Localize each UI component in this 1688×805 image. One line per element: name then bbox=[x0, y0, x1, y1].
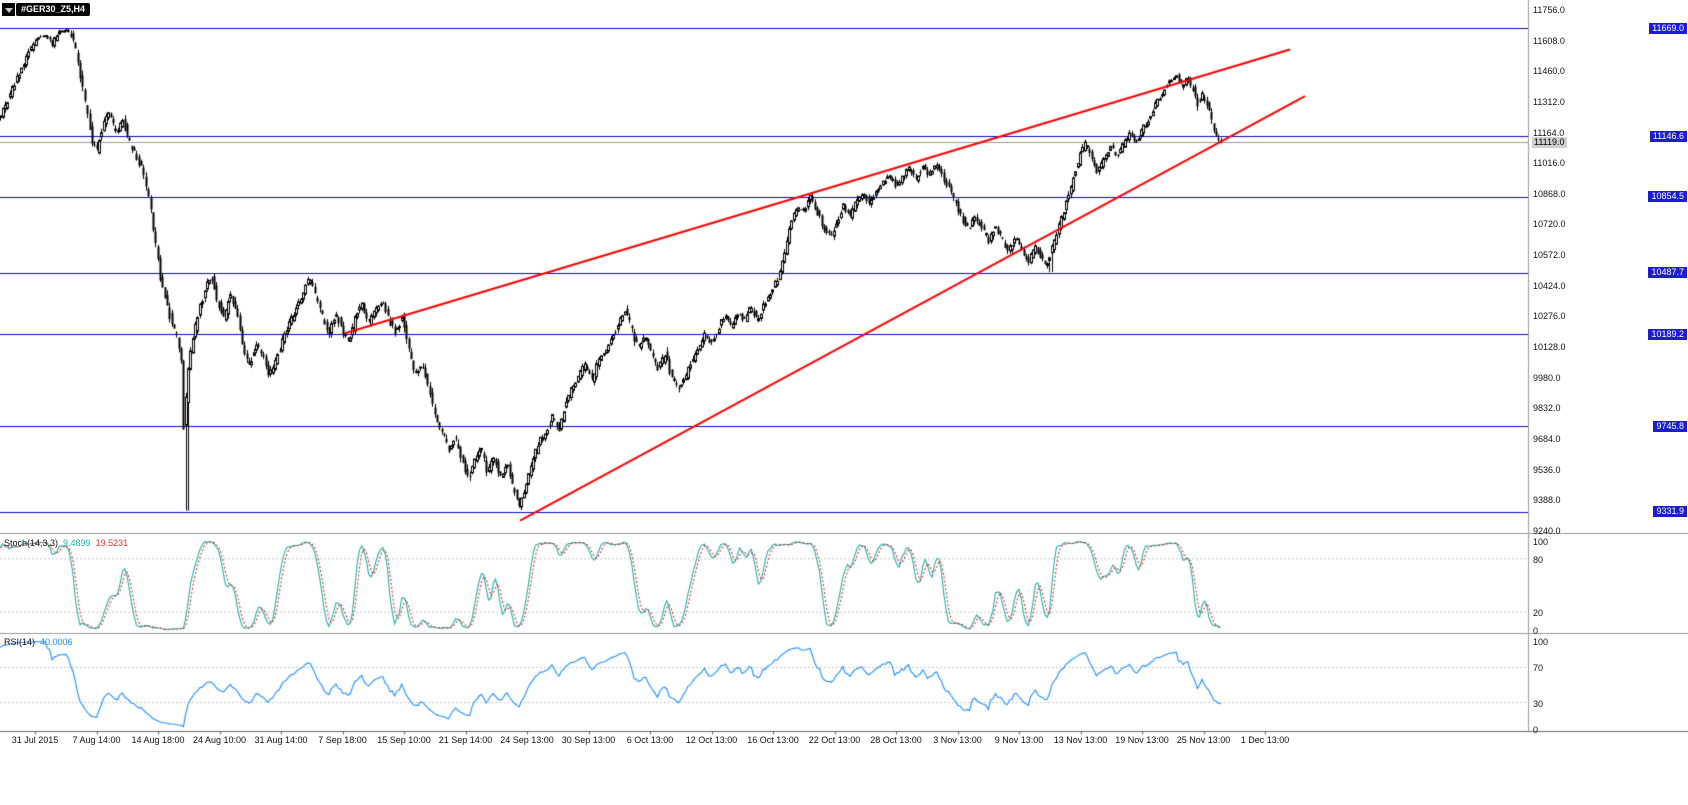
rsi-scale-label: 100 bbox=[1533, 637, 1549, 647]
price-tick-label: 9832.0 bbox=[1533, 403, 1561, 414]
price-level-badge: 11146.6 bbox=[1649, 130, 1687, 142]
price-level-badge: 11669.0 bbox=[1649, 22, 1687, 34]
time-tick-label: 7 Sep 18:00 bbox=[318, 735, 367, 745]
stoch-scale-label: 20 bbox=[1533, 608, 1544, 619]
time-tick-label: 19 Nov 13:00 bbox=[1115, 735, 1169, 745]
time-tick-label: 16 Oct 13:00 bbox=[747, 735, 799, 745]
time-tick-label: 22 Oct 13:00 bbox=[808, 735, 861, 745]
price-level-badge: 9745.8 bbox=[1653, 420, 1687, 432]
time-tick-label: 9 Nov 13:00 bbox=[994, 735, 1044, 745]
time-tick-label: 12 Oct 13:00 bbox=[685, 735, 738, 745]
stochastic-signal-value: 19.5231 bbox=[95, 538, 129, 548]
one-click-trading-toggle[interactable] bbox=[2, 3, 15, 16]
price-level-badge: 10854.5 bbox=[1648, 191, 1687, 203]
price-tick-label: 11460.0 bbox=[1533, 66, 1565, 77]
price-tick-label: 11016.0 bbox=[1533, 158, 1565, 169]
time-tick-label: 31 Aug 14:00 bbox=[254, 735, 308, 745]
stochastic-main-value: 9.4899 bbox=[63, 538, 91, 548]
time-tick-label: 31 Jul 2015 bbox=[11, 735, 59, 745]
time-tick-label: 21 Sep 14:00 bbox=[438, 735, 493, 745]
stoch-scale-label: 0 bbox=[1533, 626, 1539, 636]
time-tick-label: 24 Aug 10:00 bbox=[192, 735, 247, 745]
price-tick-label: 9240.0 bbox=[1533, 525, 1561, 536]
time-tick-label: 1 Dec 13:00 bbox=[1240, 735, 1290, 745]
time-tick-label: 25 Nov 13:00 bbox=[1176, 735, 1231, 745]
rsi-scale-label: 70 bbox=[1533, 663, 1544, 674]
price-level-badge: 9331.9 bbox=[1653, 506, 1687, 518]
price-tick-label: 10572.0 bbox=[1533, 250, 1566, 261]
price-tick-label: 10128.0 bbox=[1533, 342, 1566, 353]
stoch-scale-label: 100 bbox=[1533, 537, 1549, 547]
time-tick-label: 6 Oct 13:00 bbox=[626, 735, 674, 745]
price-tick-label: 9980.0 bbox=[1533, 372, 1561, 383]
price-tick-label: 9536.0 bbox=[1533, 464, 1561, 475]
time-tick-label: 30 Sep 13:00 bbox=[561, 735, 616, 745]
triangle-icon bbox=[4, 8, 13, 13]
time-tick-label: 3 Nov 13:00 bbox=[933, 735, 982, 745]
price-tick-label: 9684.0 bbox=[1533, 433, 1561, 444]
price-tick-label: 11312.0 bbox=[1533, 96, 1565, 107]
price-level-badge: 10487.7 bbox=[1648, 267, 1687, 279]
rsi-scale-label: 30 bbox=[1533, 698, 1544, 709]
time-tick-label: 14 Aug 18:00 bbox=[131, 735, 185, 745]
rsi-indicator-label: RSI(14) 40.0006 bbox=[4, 637, 78, 648]
price-tick-label: 11608.0 bbox=[1533, 35, 1565, 46]
price-tick-label: 9388.0 bbox=[1533, 495, 1561, 506]
time-tick-label: 24 Sep 13:00 bbox=[500, 735, 554, 745]
time-tick-label: 13 Nov 13:00 bbox=[1053, 735, 1108, 745]
stochastic-name: Stoch(14,3,3) bbox=[4, 538, 59, 548]
price-tick-label: 11164.0 bbox=[1533, 127, 1565, 138]
price-tick-label: 10868.0 bbox=[1533, 188, 1566, 199]
rsi-scale-label: 0 bbox=[1533, 725, 1539, 735]
price-level-badge: 10189.2 bbox=[1648, 328, 1687, 340]
time-tick-label: 15 Sep 10:00 bbox=[377, 735, 431, 745]
stochastic-indicator-label: Stoch(14,3,3) 9.4899 19.5231 bbox=[4, 538, 133, 549]
price-tick-label: 10424.0 bbox=[1533, 280, 1566, 291]
price-tick-label: 11756.0 bbox=[1533, 5, 1565, 15]
symbol-timeframe-label: #GER30_Z5,H4 bbox=[16, 3, 91, 16]
current-price-label: 11119.0 bbox=[1532, 136, 1567, 148]
time-tick-label: 28 Oct 13:00 bbox=[870, 735, 922, 745]
rsi-name: RSI(14) bbox=[4, 637, 36, 647]
rsi-value: 40.0006 bbox=[40, 637, 73, 647]
price-tick-label: 10720.0 bbox=[1533, 219, 1566, 230]
stoch-scale-label: 80 bbox=[1533, 554, 1544, 565]
time-tick-label: 7 Aug 14:00 bbox=[72, 735, 121, 745]
price-tick-label: 10276.0 bbox=[1533, 311, 1566, 322]
